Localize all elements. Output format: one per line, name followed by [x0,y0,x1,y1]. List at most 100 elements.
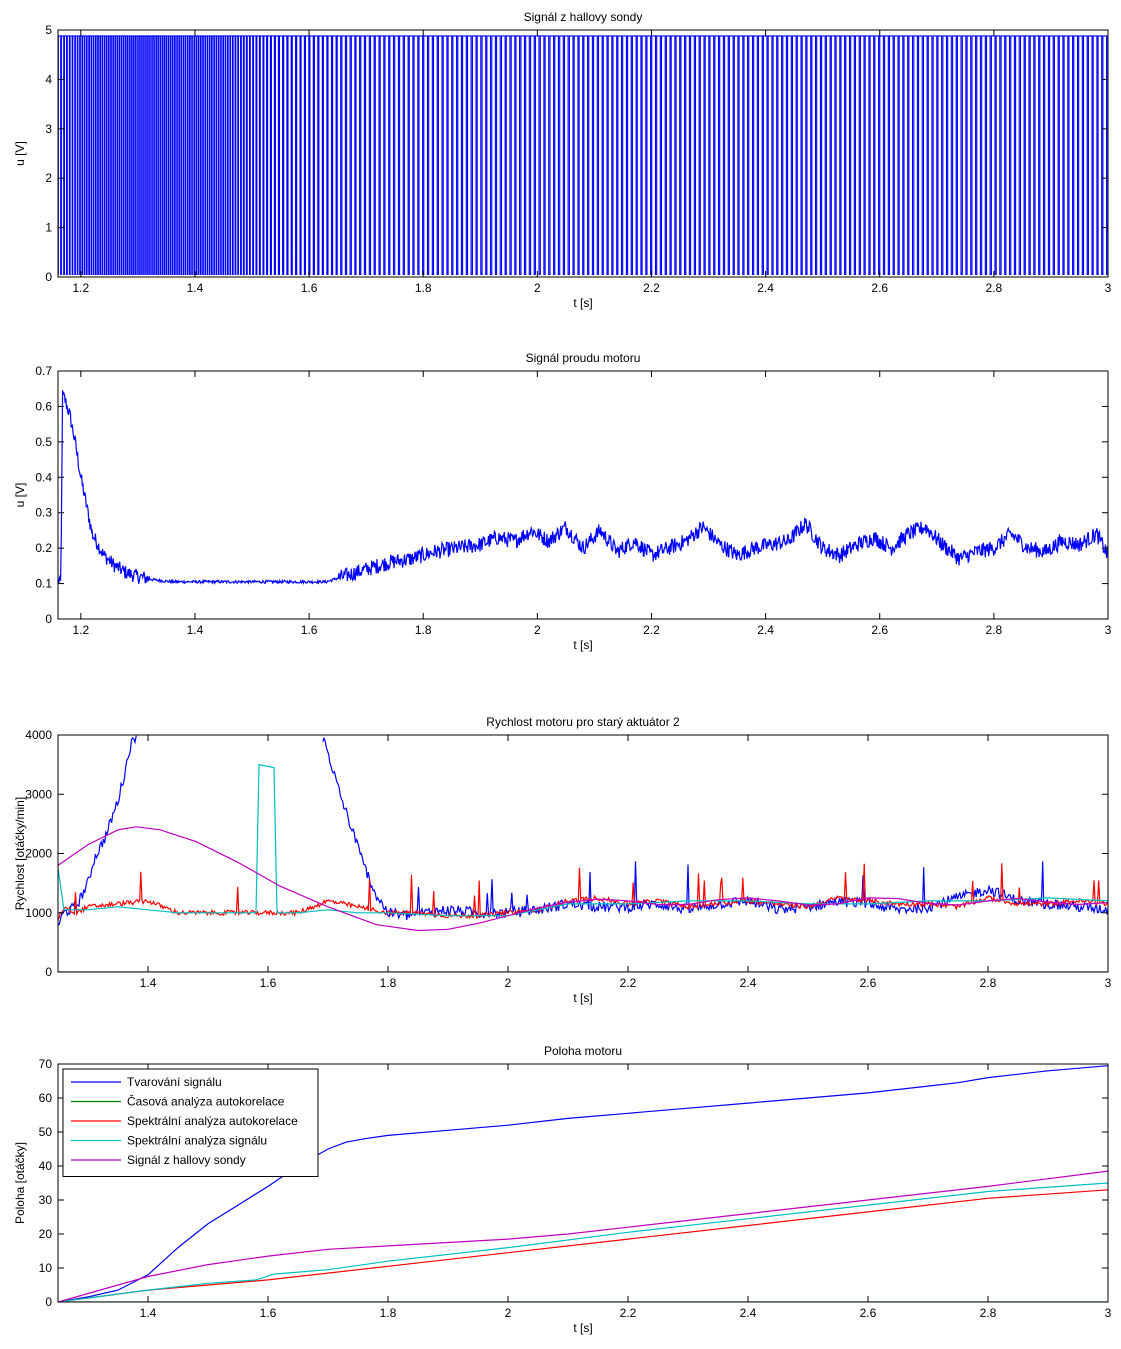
legend-entry: Signál z hallovy sondy [127,1153,246,1167]
x-tick-label: 2.6 [871,623,888,637]
x-tick-label: 1.6 [301,281,318,295]
chart-title: Rychlost motoru pro starý aktuátor 2 [486,715,680,729]
legend-entry: Tvarování signálu [127,1075,222,1089]
x-tick-label: 1.6 [260,976,277,990]
x-tick-label: 2.8 [980,976,997,990]
x-tick-label: 1.8 [380,1306,397,1320]
y-tick-label: 10 [39,1261,53,1275]
x-tick-label: 2 [534,623,541,637]
x-tick-label: 1.4 [187,281,204,295]
series-line-0 [58,390,1108,586]
y-tick-label: 0 [45,1295,52,1309]
chart-title: Signál proudu motoru [526,351,641,365]
chart-title: Poloha motoru [544,1044,622,1058]
y-tick-label: 0.3 [35,506,52,520]
y-tick-label: 0.7 [35,364,52,378]
x-tick-label: 2.2 [620,976,637,990]
x-tick-label: 2.4 [757,623,774,637]
y-tick-label: 40 [39,1159,53,1173]
series-line-0 [58,1065,1108,1302]
x-tick-label: 1.8 [415,281,432,295]
y-tick-label: 4 [45,72,52,86]
series-line-0 [58,735,1108,926]
x-tick-label: 2.6 [860,976,877,990]
y-tick-label: 2000 [25,847,52,861]
x-tick-label: 2.2 [620,1306,637,1320]
y-tick-label: 0.2 [35,541,52,555]
y-tick-label: 1 [45,221,52,235]
axes-box [57,370,1109,620]
y-tick-label: 0.1 [35,577,52,591]
chart-hall-signal: Signál z hallovy sondy 1.2 1.4 1.6 1.8 2 2.2 2.… [13,10,1112,310]
y-tick-label: 70 [39,1057,53,1071]
legend-box [62,1068,319,1177]
x-tick-label: 1.2 [72,623,89,637]
x-tick-label: 2.2 [643,281,660,295]
x-tick-label: 1.8 [415,623,432,637]
y-tick-label: 50 [39,1125,53,1139]
x-tick-label: 3 [1105,976,1112,990]
y-tick-label: 5 [45,23,52,37]
x-tick-label: 2.4 [740,1306,757,1320]
series-line-0 [58,35,1108,276]
x-tick-label: 1.4 [187,623,204,637]
legend-entry: Spektrální analýza autokorelace [127,1114,298,1128]
x-tick-label: 3 [1105,1306,1112,1320]
plot-area [58,735,1108,972]
plot-area [58,1065,1108,1302]
x-tick-label: 2.6 [860,1306,877,1320]
chart-motor-speed: Rychlost motoru pro starý aktuátor 2 1.4 1… [13,715,1112,1005]
y-tick-label: 0.5 [35,435,52,449]
x-tick-label: 1.2 [72,281,89,295]
y-tick-label: 0.6 [35,399,52,413]
x-tick-label: 2 [534,281,541,295]
y-tick-label: 30 [39,1193,53,1207]
y-tick-label: 0.4 [35,470,52,484]
y-tick-label: 2 [45,171,52,185]
x-tick-label: 2 [505,1306,512,1320]
series-line-3 [58,1182,1108,1302]
x-tick-label: 3 [1105,281,1112,295]
x-tick-label: 2.2 [643,623,660,637]
y-tick-label: 0 [45,612,52,626]
y-tick-label: 20 [39,1227,53,1241]
y-tick-label: 1000 [25,906,52,920]
x-tick-label: 2.4 [757,281,774,295]
axes-box [57,29,1109,278]
series-line-4 [58,826,1108,932]
x-tick-label: 2 [505,976,512,990]
legend-entry: Časová analýza autokorelace [127,1094,285,1109]
plot-area [58,390,1108,586]
plot-area [58,35,1108,276]
x-tick-label: 1.6 [260,1306,277,1320]
y-tick-label: 0 [45,270,52,284]
y-axis-label: Poloha [otáčky] [13,1142,27,1224]
y-tick-label: 3 [45,122,52,136]
x-axis-label: t [s] [573,991,592,1005]
series-line-2 [58,1189,1108,1302]
x-tick-label: 2.6 [871,281,888,295]
y-tick-label: 0 [45,965,52,979]
y-tick-label: 3000 [25,787,52,801]
x-tick-label: 1.4 [140,1306,157,1320]
x-tick-label: 2.8 [980,1306,997,1320]
x-tick-label: 2.8 [986,281,1003,295]
x-tick-label: 2.8 [986,623,1003,637]
y-axis-label: Rychlost [otáčky/min] [13,797,27,910]
y-tick-label: 4000 [25,728,52,742]
chart-title: Signál z hallovy sondy [524,10,643,24]
x-axis-label: t [s] [573,1321,592,1335]
x-tick-label: 1.4 [140,976,157,990]
chart-motor-current: Signál proudu motoru 1.2 1.4 1.6 1.8 2 2.2 2.4 2… [13,351,1112,652]
x-tick-label: 2.4 [740,976,757,990]
x-tick-label: 3 [1105,623,1112,637]
x-tick-label: 1.6 [301,623,318,637]
axes-box [57,1063,1109,1303]
y-tick-label: 60 [39,1091,53,1105]
x-axis-label: t [s] [573,296,592,310]
y-axis-label: u [V] [13,141,27,166]
legend-entry: Spektrální analýza signálu [127,1134,267,1148]
series-line-4 [58,1170,1108,1302]
